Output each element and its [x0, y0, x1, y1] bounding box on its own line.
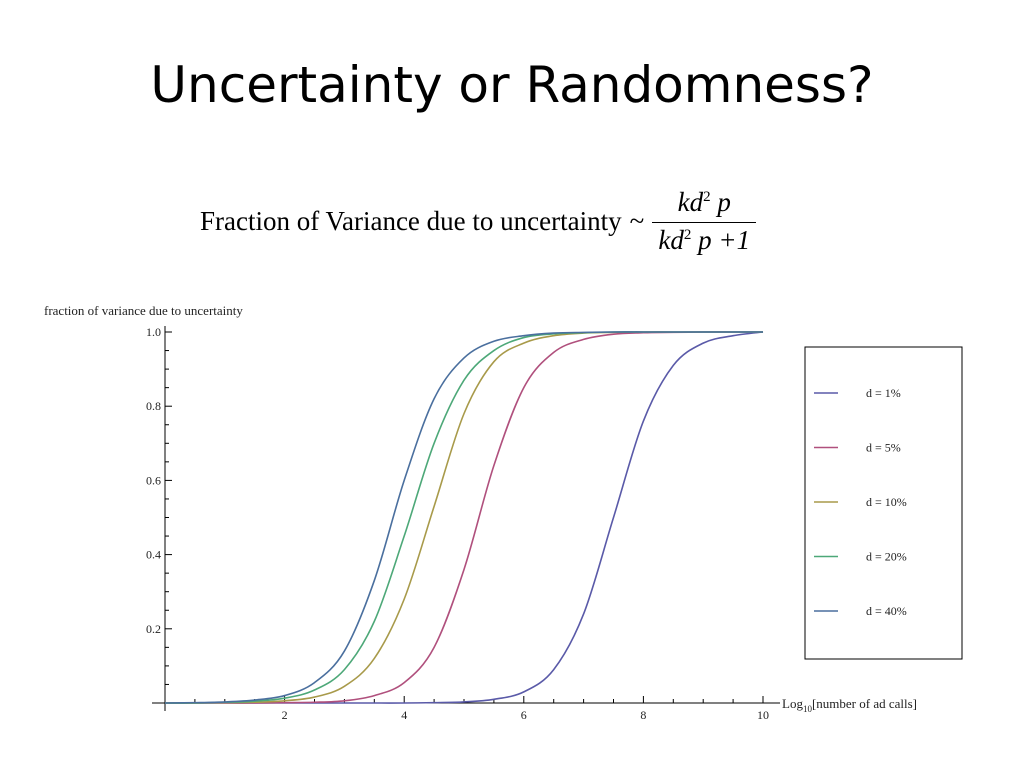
series-line-3 [164, 331, 763, 704]
series-line-1 [165, 331, 764, 704]
formula-tilde: ~ [629, 205, 645, 236]
formula-numerator: kd2 p [672, 187, 737, 222]
y-axis-label: fraction of variance due to uncertainty [44, 303, 243, 318]
fraction-bar [652, 221, 757, 223]
legend-label: d = 5% [866, 441, 901, 455]
legend-label: d = 20% [866, 550, 907, 564]
x-tick-label: 10 [757, 708, 769, 722]
chart-curves [164, 331, 764, 704]
formula-denominator-exp: 2 [683, 226, 692, 243]
series-line-5 [164, 331, 763, 704]
chart-axes: 2 4 6 8 10 0.2 0.4 0.6 0.8 1.0 [146, 325, 780, 722]
formula-denominator: kd2 p +1 [652, 223, 756, 256]
y-tick-label: 0.2 [146, 622, 161, 636]
legend-box [804, 346, 963, 660]
legend-label: d = 40% [866, 604, 907, 618]
series-line-2 [165, 331, 763, 704]
formula-denominator-base: kd [658, 224, 684, 255]
slide-title: Uncertainty or Randomness? [150, 56, 874, 114]
y-tick-label: 0.6 [146, 473, 161, 487]
x-axis-label: Log10[number of ad calls] [782, 696, 917, 714]
x-tick-label: 2 [282, 708, 288, 722]
chart-legend: d = 1% d = 5% d = 10% d = 20% d = 40% [804, 346, 963, 660]
x-axis-label-sub: 10 [803, 704, 813, 714]
formula-numerator-tail: p [710, 186, 731, 217]
y-tick-label: 1.0 [146, 325, 161, 339]
x-tick-label: 8 [640, 708, 646, 722]
y-tick-label: 0.8 [146, 399, 161, 413]
series-line-4 [164, 331, 763, 704]
y-tick-label: 0.4 [146, 548, 161, 562]
legend-label: d = 1% [866, 386, 901, 400]
x-tick-label: 4 [401, 708, 407, 722]
formula: Fraction of Variance due to uncertainty … [200, 176, 757, 266]
formula-numerator-base: kd [677, 186, 704, 217]
legend-label: d = 10% [866, 495, 907, 509]
formula-lhs: Fraction of Variance due to uncertainty [200, 205, 622, 236]
x-axis-label-rest: [number of ad calls] [812, 696, 917, 711]
x-tick-label: 6 [521, 708, 527, 722]
formula-numerator-exp: 2 [703, 188, 711, 205]
formula-fraction: kd2 p kd2 p +1 [652, 187, 757, 256]
formula-denominator-tail: p +1 [691, 224, 751, 255]
x-axis-label-main: Log [782, 696, 803, 711]
